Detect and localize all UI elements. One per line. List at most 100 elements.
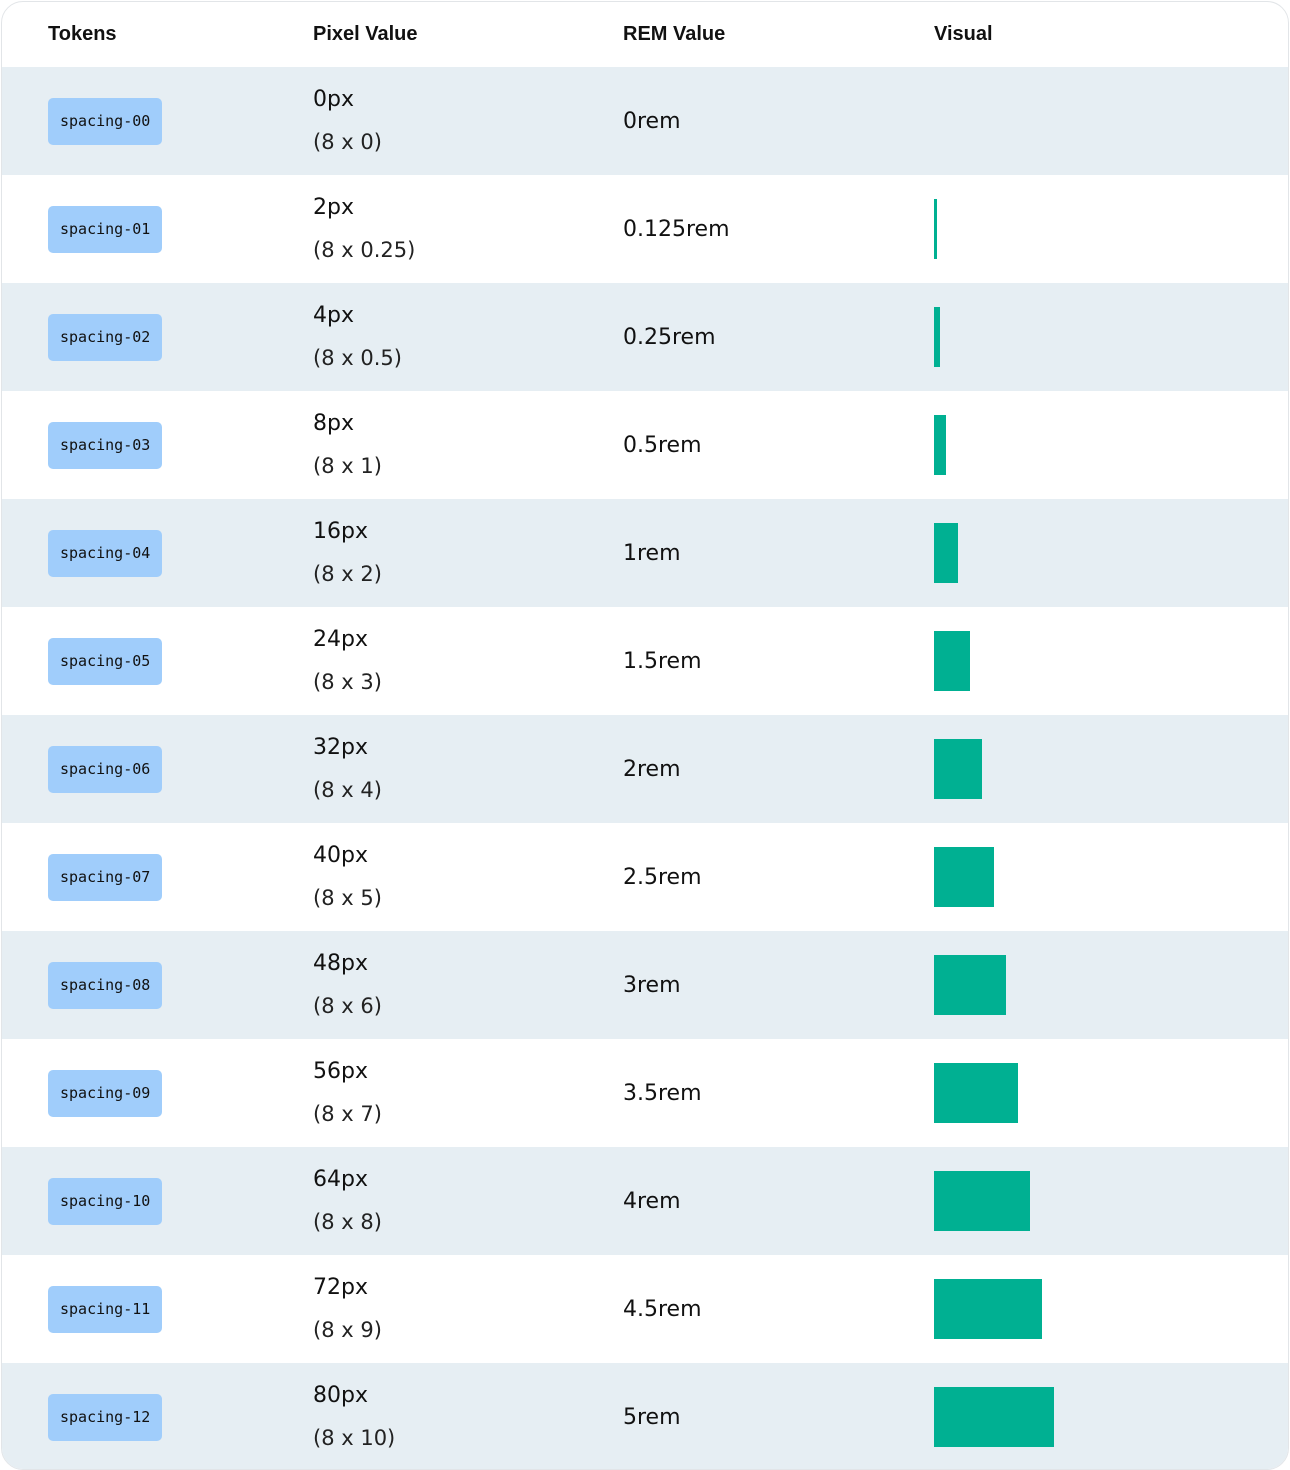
spacing-visual-bar xyxy=(934,631,970,691)
pixel-cell: 56px (8 x 7) xyxy=(313,1057,623,1129)
token-cell: spacing-02 xyxy=(2,313,313,361)
rem-value: 3.5rem xyxy=(623,1080,702,1106)
pixel-cell: 24px (8 x 3) xyxy=(313,625,623,697)
spacing-visual-bar xyxy=(934,955,1006,1015)
token-badge: spacing-11 xyxy=(48,1285,163,1333)
pixel-value: 48px xyxy=(313,951,368,976)
pixel-cell: 64px (8 x 8) xyxy=(313,1165,623,1237)
visual-cell xyxy=(934,415,1288,475)
token-cell: spacing-04 xyxy=(2,529,313,577)
token-badge: spacing-01 xyxy=(48,205,163,253)
visual-cell xyxy=(934,1279,1288,1339)
rem-value: 0.125rem xyxy=(623,216,730,242)
pixel-cell: 80px (8 x 10) xyxy=(313,1381,623,1453)
token-badge: spacing-05 xyxy=(48,637,163,685)
visual-cell xyxy=(934,739,1288,799)
spacing-visual-bar xyxy=(934,307,940,367)
visual-cell xyxy=(934,631,1288,691)
table-row: spacing-07 40px (8 x 5) 2.5rem xyxy=(2,823,1288,931)
table-row: spacing-01 2px (8 x 0.25) 0.125rem xyxy=(2,175,1288,283)
table-row: spacing-12 80px (8 x 10) 5rem xyxy=(2,1363,1288,1469)
pixel-cell: 2px (8 x 0.25) xyxy=(313,193,623,265)
pixel-value: 24px xyxy=(313,627,368,652)
spacing-visual-bar xyxy=(934,1171,1030,1231)
table-row: spacing-11 72px (8 x 9) 4.5rem xyxy=(2,1255,1288,1363)
visual-cell xyxy=(934,523,1288,583)
visual-cell xyxy=(934,1171,1288,1231)
token-cell: spacing-10 xyxy=(2,1177,313,1225)
spacing-visual-bar xyxy=(934,415,946,475)
token-badge: spacing-02 xyxy=(48,313,163,361)
rem-value: 2rem xyxy=(623,756,681,782)
pixel-multiplier: (8 x 5) xyxy=(313,886,382,910)
pixel-multiplier: (8 x 3) xyxy=(313,670,382,694)
rem-value: 4.5rem xyxy=(623,1296,702,1322)
pixel-cell: 8px (8 x 1) xyxy=(313,409,623,481)
pixel-multiplier: (8 x 2) xyxy=(313,562,382,586)
visual-cell xyxy=(934,1063,1288,1123)
token-badge: spacing-03 xyxy=(48,421,163,469)
table-row: spacing-06 32px (8 x 4) 2rem xyxy=(2,715,1288,823)
table-row: spacing-10 64px (8 x 8) 4rem xyxy=(2,1147,1288,1255)
pixel-cell: 72px (8 x 9) xyxy=(313,1273,623,1345)
header-tokens: Tokens xyxy=(48,23,117,45)
pixel-multiplier: (8 x 8) xyxy=(313,1210,382,1234)
rem-value: 1.5rem xyxy=(623,648,702,674)
token-cell: spacing-07 xyxy=(2,853,313,901)
pixel-cell: 48px (8 x 6) xyxy=(313,949,623,1021)
pixel-cell: 4px (8 x 0.5) xyxy=(313,301,623,373)
pixel-cell: 0px (8 x 0) xyxy=(313,85,623,157)
token-badge: spacing-10 xyxy=(48,1177,163,1225)
pixel-multiplier: (8 x 7) xyxy=(313,1102,382,1126)
table-header: Tokens Pixel Value REM Value Visual xyxy=(2,2,1288,67)
token-badge: spacing-09 xyxy=(48,1069,163,1117)
token-badge: spacing-12 xyxy=(48,1393,163,1441)
pixel-cell: 16px (8 x 2) xyxy=(313,517,623,589)
pixel-value: 64px xyxy=(313,1167,368,1192)
token-badge: spacing-07 xyxy=(48,853,163,901)
token-cell: spacing-05 xyxy=(2,637,313,685)
spacing-visual-bar xyxy=(934,199,937,259)
pixel-multiplier: (8 x 4) xyxy=(313,778,382,802)
pixel-multiplier: (8 x 6) xyxy=(313,994,382,1018)
visual-cell xyxy=(934,847,1288,907)
visual-cell xyxy=(934,199,1288,259)
token-badge: spacing-00 xyxy=(48,97,163,145)
table-row: spacing-08 48px (8 x 6) 3rem xyxy=(2,931,1288,1039)
pixel-value: 56px xyxy=(313,1059,368,1084)
pixel-value: 72px xyxy=(313,1275,368,1300)
pixel-cell: 40px (8 x 5) xyxy=(313,841,623,913)
pixel-value: 0px xyxy=(313,87,354,112)
header-rem-value: REM Value xyxy=(623,23,726,45)
token-cell: spacing-11 xyxy=(2,1285,313,1333)
visual-cell xyxy=(934,307,1288,367)
pixel-multiplier: (8 x 0) xyxy=(313,130,382,154)
token-badge: spacing-08 xyxy=(48,961,163,1009)
table-row: spacing-00 0px (8 x 0) 0rem xyxy=(2,67,1288,175)
token-cell: spacing-03 xyxy=(2,421,313,469)
token-cell: spacing-12 xyxy=(2,1393,313,1441)
table-row: spacing-05 24px (8 x 3) 1.5rem xyxy=(2,607,1288,715)
token-badge: spacing-06 xyxy=(48,745,163,793)
header-visual: Visual xyxy=(934,23,993,45)
rem-value: 5rem xyxy=(623,1404,681,1430)
pixel-value: 40px xyxy=(313,843,368,868)
pixel-multiplier: (8 x 10) xyxy=(313,1426,396,1450)
pixel-multiplier: (8 x 0.25) xyxy=(313,238,416,262)
rem-value: 4rem xyxy=(623,1188,681,1214)
spacing-visual-bar xyxy=(934,847,994,907)
rem-value: 0.25rem xyxy=(623,324,716,350)
rem-value: 2.5rem xyxy=(623,864,702,890)
token-badge: spacing-04 xyxy=(48,529,163,577)
header-pixel-value: Pixel Value xyxy=(313,23,418,45)
pixel-cell: 32px (8 x 4) xyxy=(313,733,623,805)
table-row: spacing-02 4px (8 x 0.5) 0.25rem xyxy=(2,283,1288,391)
token-cell: spacing-09 xyxy=(2,1069,313,1117)
pixel-value: 32px xyxy=(313,735,368,760)
pixel-value: 8px xyxy=(313,411,354,436)
rem-value: 0rem xyxy=(623,108,681,134)
pixel-value: 2px xyxy=(313,195,354,220)
spacing-visual-bar xyxy=(934,739,982,799)
spacing-visual-bar xyxy=(934,523,958,583)
